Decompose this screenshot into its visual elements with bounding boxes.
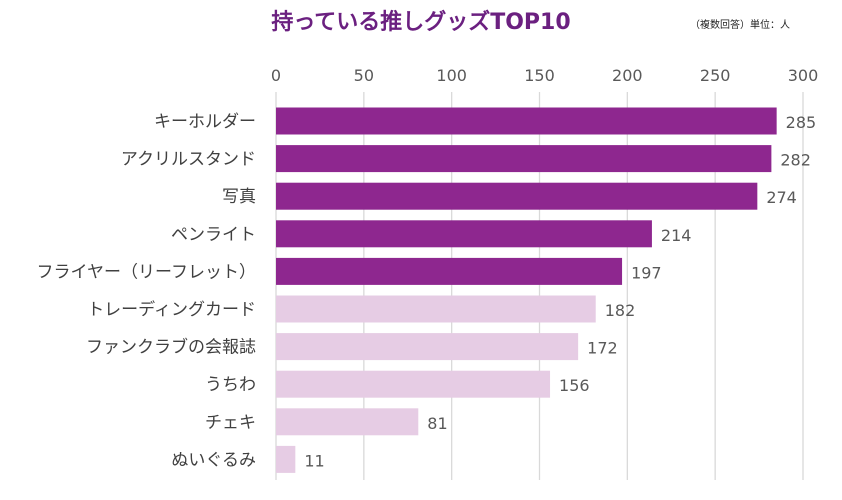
bar xyxy=(276,107,777,135)
bar xyxy=(276,182,758,210)
x-tick-label: 100 xyxy=(436,66,467,85)
bar xyxy=(276,257,623,285)
bar xyxy=(276,333,579,361)
category-label: チェキ xyxy=(205,413,256,433)
data-label: 285 xyxy=(786,113,817,132)
data-label: 81 xyxy=(427,414,447,433)
category-label: ペンライト xyxy=(171,225,256,245)
x-tick-label: 150 xyxy=(524,66,555,85)
data-label: 172 xyxy=(587,339,618,358)
x-tick-label: 250 xyxy=(700,66,731,85)
chart-title: 持っている推しグッズTOP10 xyxy=(271,10,571,35)
bar xyxy=(276,295,596,323)
data-label: 214 xyxy=(661,226,692,245)
data-label: 197 xyxy=(631,263,662,282)
data-label: 156 xyxy=(559,376,590,395)
x-tick-label: 300 xyxy=(788,66,819,85)
bar xyxy=(276,370,551,398)
x-tick-label: 200 xyxy=(612,66,643,85)
category-label: ぬいぐるみ xyxy=(171,450,256,470)
category-label: トレーディングカード xyxy=(87,299,256,320)
category-label: アクリルスタンド xyxy=(121,150,256,170)
bar xyxy=(276,408,419,436)
data-label: 282 xyxy=(780,151,811,170)
category-label: フライヤー（リーフレット） xyxy=(37,262,256,282)
category-label: ファンクラブの会報誌 xyxy=(86,337,256,358)
chart-note: （複数回答）単位：人 xyxy=(690,20,790,31)
x-tick-label: 0 xyxy=(271,66,281,85)
data-label: 182 xyxy=(605,301,636,320)
bar xyxy=(276,145,772,173)
bar xyxy=(276,445,296,473)
bar xyxy=(276,220,652,248)
x-tick-label: 50 xyxy=(354,66,374,85)
data-label: 11 xyxy=(304,451,324,470)
category-label: うちわ xyxy=(205,375,256,395)
data-label: 274 xyxy=(766,188,797,207)
category-label: 写真 xyxy=(222,187,256,207)
category-label: キーホルダー xyxy=(154,112,256,132)
